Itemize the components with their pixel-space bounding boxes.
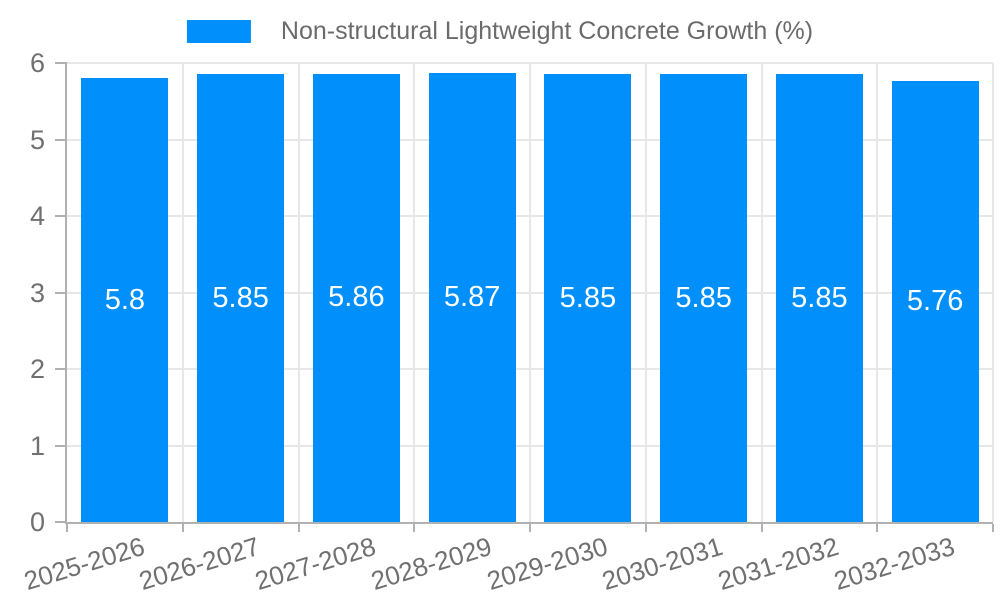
- y-axis-tick-mark: [55, 291, 67, 294]
- x-axis-category-label: 2029-2030: [482, 531, 611, 597]
- bar[interactable]: 5.85: [544, 74, 632, 522]
- plot-area: 5.8 5.85 5.86 5.87 5.85 5.85 5.85 5.76: [65, 62, 994, 524]
- x-axis-category-label: 2025-2026: [19, 531, 148, 597]
- bar-value-label: 5.85: [675, 281, 732, 314]
- gridline-vertical: [992, 63, 994, 522]
- bar[interactable]: 5.85: [197, 74, 285, 522]
- bar[interactable]: 5.85: [660, 74, 748, 522]
- x-axis-category-label: 2027-2028: [251, 531, 380, 597]
- gridline-vertical: [297, 63, 300, 522]
- y-axis-tick-mark: [55, 368, 67, 370]
- bar[interactable]: 5.86: [312, 73, 400, 522]
- bar-value-label: 5.76: [906, 285, 964, 318]
- x-axis-category-label: 2032-2033: [830, 531, 958, 597]
- y-axis-tick-mark: [55, 138, 67, 141]
- y-axis-tick-label: 2: [29, 354, 45, 384]
- x-axis-tick-mark: [413, 524, 416, 532]
- y-axis-tick-label: 3: [29, 277, 45, 308]
- gridline-vertical: [181, 63, 184, 522]
- bar-value-label: 5.86: [328, 281, 385, 314]
- y-axis-tick-label: 4: [29, 201, 45, 231]
- x-axis-tick-mark: [181, 524, 184, 532]
- bar-value-label: 5.85: [791, 281, 848, 314]
- gridline-vertical: [644, 63, 647, 522]
- x-axis-category-label: 2030-2031: [598, 531, 727, 597]
- x-axis-tick-mark: [992, 524, 994, 532]
- y-axis-tick-mark: [55, 444, 67, 447]
- bar[interactable]: 5.85: [775, 74, 863, 522]
- x-axis-category-label: 2028-2029: [367, 531, 495, 597]
- y-axis-tick-label: 0: [29, 507, 45, 537]
- y-axis-tick-mark: [55, 215, 67, 217]
- y-axis-tick-label: 1: [29, 430, 45, 461]
- bar[interactable]: 5.76: [891, 81, 979, 522]
- gridline-vertical: [413, 63, 416, 522]
- bar-value-label: 5.8: [104, 283, 146, 316]
- legend-item[interactable]: Non-structural Lightweight Concrete Grow…: [186, 17, 814, 46]
- y-axis-tick-label: 5: [29, 124, 45, 155]
- gridline-vertical: [529, 63, 531, 522]
- gridline-vertical: [760, 63, 763, 522]
- x-axis-tick-mark: [529, 524, 531, 532]
- bar[interactable]: 5.8: [81, 78, 169, 522]
- x-axis-tick-mark: [297, 524, 300, 532]
- x-axis-tick-mark: [66, 524, 68, 532]
- x-axis-category-label: 2026-2027: [135, 531, 264, 597]
- gridline-vertical: [876, 63, 879, 522]
- legend-swatch: [186, 20, 251, 43]
- y-axis-tick-label: 6: [29, 48, 45, 78]
- bar-value-label: 5.87: [443, 280, 501, 313]
- x-axis-category-label: 2031-2032: [714, 531, 843, 597]
- bar-value-label: 5.85: [212, 281, 269, 314]
- bar[interactable]: 5.87: [428, 72, 516, 522]
- x-axis-tick-mark: [876, 524, 879, 532]
- bar-value-label: 5.85: [559, 281, 617, 314]
- y-axis-tick-mark: [55, 521, 67, 523]
- x-axis-tick-mark: [760, 524, 763, 532]
- legend-label: Non-structural Lightweight Concrete Grow…: [280, 17, 814, 45]
- x-axis-tick-mark: [644, 524, 647, 532]
- y-axis-tick-mark: [55, 62, 67, 64]
